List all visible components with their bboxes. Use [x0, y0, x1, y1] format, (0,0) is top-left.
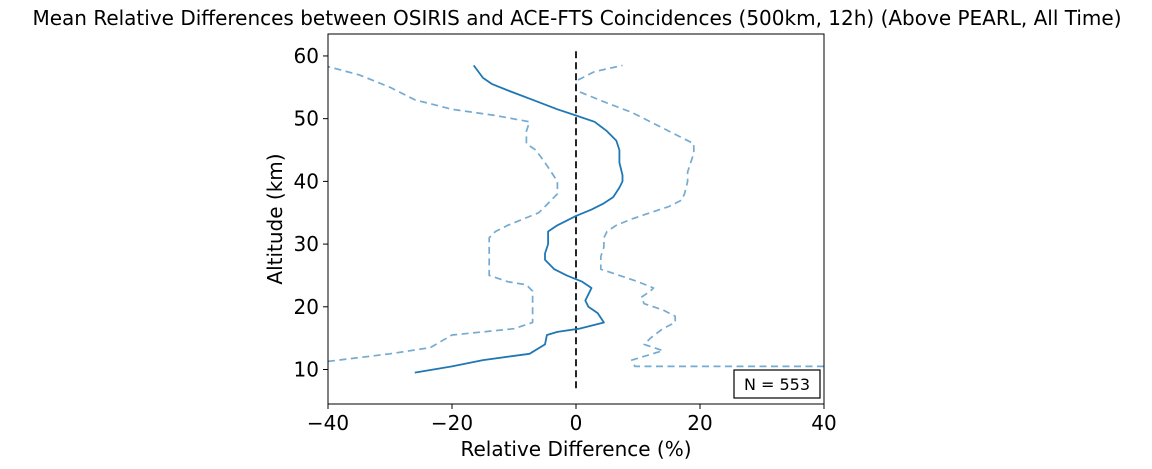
sample-count-annotation: N = 553: [733, 369, 821, 399]
annotation-frame: [733, 369, 821, 399]
x-tick-label: 40: [811, 411, 836, 435]
x-tick-label: −20: [431, 411, 473, 435]
y-tick-label: 50: [294, 107, 319, 131]
upper-bound-line: [575, 64, 824, 368]
y-tick-label: 10: [294, 358, 319, 382]
x-tick-label: −40: [307, 411, 349, 435]
mean-line: [414, 64, 624, 374]
chart-title: Mean Relative Differences between OSIRIS…: [32, 6, 1121, 30]
y-tick-label: 30: [294, 232, 319, 256]
x-tick-label: 0: [570, 411, 583, 435]
x-tick-label: 20: [687, 411, 712, 435]
lower-bound-line: [328, 65, 559, 363]
annotation-text: N = 553: [744, 375, 810, 394]
y-axis-label: Altitude (km): [263, 153, 287, 284]
y-tick-label: 60: [294, 44, 319, 68]
y-tick-label: 40: [294, 169, 319, 193]
x-axis-label: Relative Difference (%): [460, 437, 691, 461]
y-tick-label: 20: [294, 295, 319, 319]
plot-area: −40 −20 0 20 40 10 20 30 40 50 60: [294, 33, 837, 435]
